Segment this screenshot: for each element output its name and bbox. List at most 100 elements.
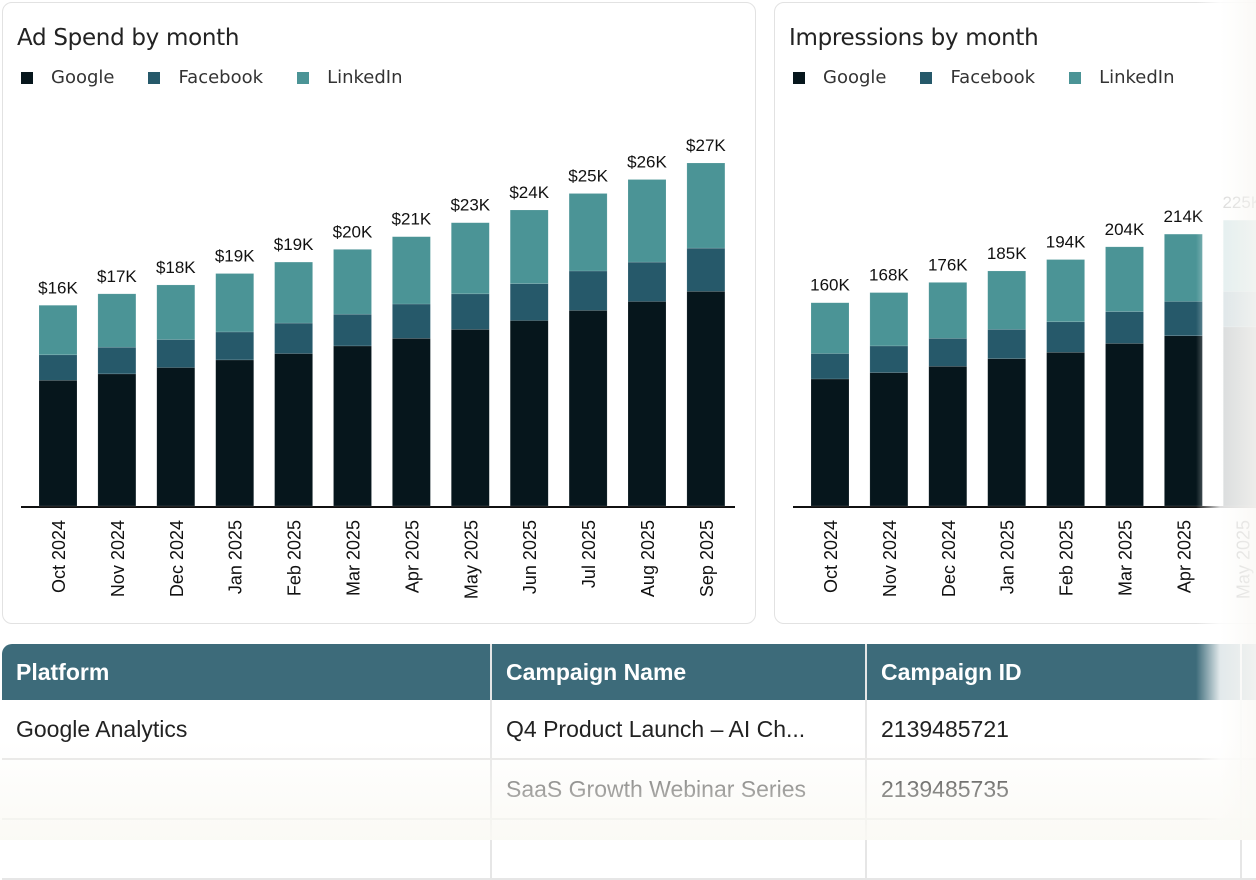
bar-segment-facebook[interactable] bbox=[928, 338, 968, 367]
bar-segment-google[interactable] bbox=[627, 301, 667, 507]
bar-segment-facebook[interactable] bbox=[1105, 311, 1144, 344]
bar-segment-facebook[interactable] bbox=[333, 313, 372, 347]
bar-segment-linkedin[interactable] bbox=[686, 162, 726, 249]
bar-segment-linkedin[interactable] bbox=[1164, 233, 1203, 302]
bar-segment-linkedin[interactable] bbox=[333, 249, 372, 315]
bar-segment-google[interactable] bbox=[97, 373, 137, 507]
bar-segment-linkedin[interactable] bbox=[156, 284, 196, 340]
legend-swatch bbox=[1069, 71, 1082, 84]
bar-segment-facebook[interactable] bbox=[987, 329, 1026, 359]
total-label: 225K bbox=[1222, 193, 1256, 212]
bar-segment-linkedin[interactable] bbox=[987, 270, 1026, 330]
legend-label: Facebook bbox=[950, 67, 1036, 88]
bar-segment-google[interactable] bbox=[568, 310, 608, 507]
bar-segment-facebook[interactable] bbox=[97, 346, 137, 375]
bar-segment-google[interactable] bbox=[810, 378, 850, 507]
bar-segment-facebook[interactable] bbox=[451, 293, 490, 330]
ad-spend-chart-card: Ad Spend by month Google Facebook Linked… bbox=[2, 2, 756, 624]
bar-segment-google[interactable] bbox=[156, 367, 196, 507]
bar-segment-linkedin[interactable] bbox=[97, 293, 137, 348]
bar-segment-facebook[interactable] bbox=[869, 345, 909, 373]
legend-swatch bbox=[148, 71, 161, 84]
bar-segment-facebook[interactable] bbox=[627, 261, 667, 302]
x-tick-label: Mar 2025 bbox=[1116, 520, 1136, 596]
x-tick-label: Jun 2025 bbox=[520, 520, 540, 594]
bar-segment-linkedin[interactable] bbox=[928, 282, 968, 339]
legend-swatch bbox=[297, 71, 310, 84]
table-row[interactable]: Google Analytics Q4 Product Launch – AI … bbox=[2, 700, 1256, 760]
x-tick-label: Oct 2024 bbox=[821, 520, 841, 593]
bar-segment-google[interactable] bbox=[987, 358, 1026, 507]
bar-segment-google[interactable] bbox=[1164, 335, 1203, 507]
x-tick-label: May 2025 bbox=[1233, 520, 1253, 599]
impressions-chart-card: Impressions by month Google Facebook Lin… bbox=[774, 2, 1256, 624]
bar-segment-linkedin[interactable] bbox=[509, 209, 549, 284]
legend-item-linkedin: LinkedIn bbox=[1069, 67, 1175, 88]
x-tick-label: Feb 2025 bbox=[285, 520, 305, 596]
chart-legend: Google Facebook LinkedIn bbox=[793, 67, 1209, 88]
x-tick-label: Dec 2024 bbox=[939, 520, 959, 597]
cell-campaign-name: SaaS Growth Webinar Series bbox=[491, 759, 867, 820]
legend-label: Google bbox=[823, 67, 887, 88]
bar-segment-linkedin[interactable] bbox=[451, 222, 490, 295]
bar-segment-facebook[interactable] bbox=[38, 354, 78, 381]
bar-segment-google[interactable] bbox=[38, 379, 78, 507]
legend-swatch bbox=[920, 71, 933, 84]
x-tick-label: Aug 2025 bbox=[638, 520, 658, 597]
legend-label: LinkedIn bbox=[1099, 67, 1175, 88]
bar-segment-google[interactable] bbox=[1105, 343, 1144, 507]
total-label: $21K bbox=[392, 210, 432, 229]
bar-segment-linkedin[interactable] bbox=[568, 193, 608, 272]
cell-platform bbox=[2, 759, 492, 820]
bar-segment-google[interactable] bbox=[686, 291, 726, 507]
x-tick-label: Feb 2025 bbox=[1057, 520, 1077, 596]
bar-segment-google[interactable] bbox=[451, 329, 490, 507]
bar-segment-linkedin[interactable] bbox=[392, 236, 431, 305]
bar-segment-linkedin[interactable] bbox=[1046, 259, 1085, 323]
legend-label: LinkedIn bbox=[327, 67, 403, 88]
x-tick-label: Jan 2025 bbox=[998, 520, 1018, 594]
bar-segment-google[interactable] bbox=[1223, 326, 1256, 507]
bar-segment-facebook[interactable] bbox=[1223, 291, 1256, 328]
bar-segment-google[interactable] bbox=[274, 353, 313, 507]
bar-segment-google[interactable] bbox=[215, 359, 254, 507]
bar-segment-google[interactable] bbox=[509, 320, 549, 507]
legend-label: Google bbox=[51, 67, 115, 88]
bar-segment-facebook[interactable] bbox=[392, 303, 431, 339]
bar-segment-facebook[interactable] bbox=[274, 322, 313, 354]
table-row[interactable]: SaaS Growth Webinar Series 2139485735 bbox=[2, 759, 1256, 820]
x-tick-label: Dec 2024 bbox=[167, 520, 187, 597]
bar-segment-linkedin[interactable] bbox=[810, 302, 850, 354]
table-row[interactable] bbox=[2, 819, 1256, 880]
bar-segment-facebook[interactable] bbox=[810, 353, 850, 380]
bar-segment-google[interactable] bbox=[1046, 352, 1085, 507]
legend-item-facebook: Facebook bbox=[148, 67, 263, 88]
table-header-row: Platform Campaign Name Campaign ID bbox=[2, 644, 1256, 700]
chart-legend: Google Facebook LinkedIn bbox=[21, 67, 437, 88]
bar-segment-linkedin[interactable] bbox=[274, 261, 313, 324]
campaign-table: Platform Campaign Name Campaign ID Googl… bbox=[2, 644, 1256, 880]
bar-segment-google[interactable] bbox=[333, 345, 372, 507]
bar-segment-facebook[interactable] bbox=[509, 283, 549, 321]
impressions-bar-chart: 160K Oct 2024 168K Nov 2024 176K Dec 2024 185K… bbox=[793, 193, 1256, 599]
bar-segment-linkedin[interactable] bbox=[1105, 246, 1144, 312]
total-label: $19K bbox=[274, 235, 314, 254]
bar-segment-google[interactable] bbox=[869, 372, 909, 507]
bar-segment-facebook[interactable] bbox=[1164, 301, 1203, 337]
bar-segment-facebook[interactable] bbox=[215, 331, 254, 361]
bar-segment-facebook[interactable] bbox=[568, 270, 608, 311]
bar-segment-google[interactable] bbox=[928, 366, 968, 507]
bar-segment-linkedin[interactable] bbox=[38, 305, 78, 356]
bar-segment-linkedin[interactable] bbox=[869, 292, 909, 347]
bar-segment-linkedin[interactable] bbox=[1223, 219, 1256, 292]
column-header-campaign-name[interactable]: Campaign Name bbox=[491, 644, 867, 700]
bar-segment-facebook[interactable] bbox=[1046, 321, 1085, 353]
bar-segment-facebook[interactable] bbox=[686, 247, 726, 292]
column-header-campaign-id[interactable]: Campaign ID bbox=[866, 644, 1242, 700]
bar-segment-linkedin[interactable] bbox=[627, 179, 667, 263]
column-header-platform[interactable]: Platform bbox=[2, 644, 492, 700]
bar-segment-google[interactable] bbox=[392, 338, 431, 507]
bar-segment-facebook[interactable] bbox=[156, 339, 196, 368]
bar-segment-linkedin[interactable] bbox=[215, 273, 254, 333]
x-tick-label: Jul 2025 bbox=[579, 520, 599, 588]
